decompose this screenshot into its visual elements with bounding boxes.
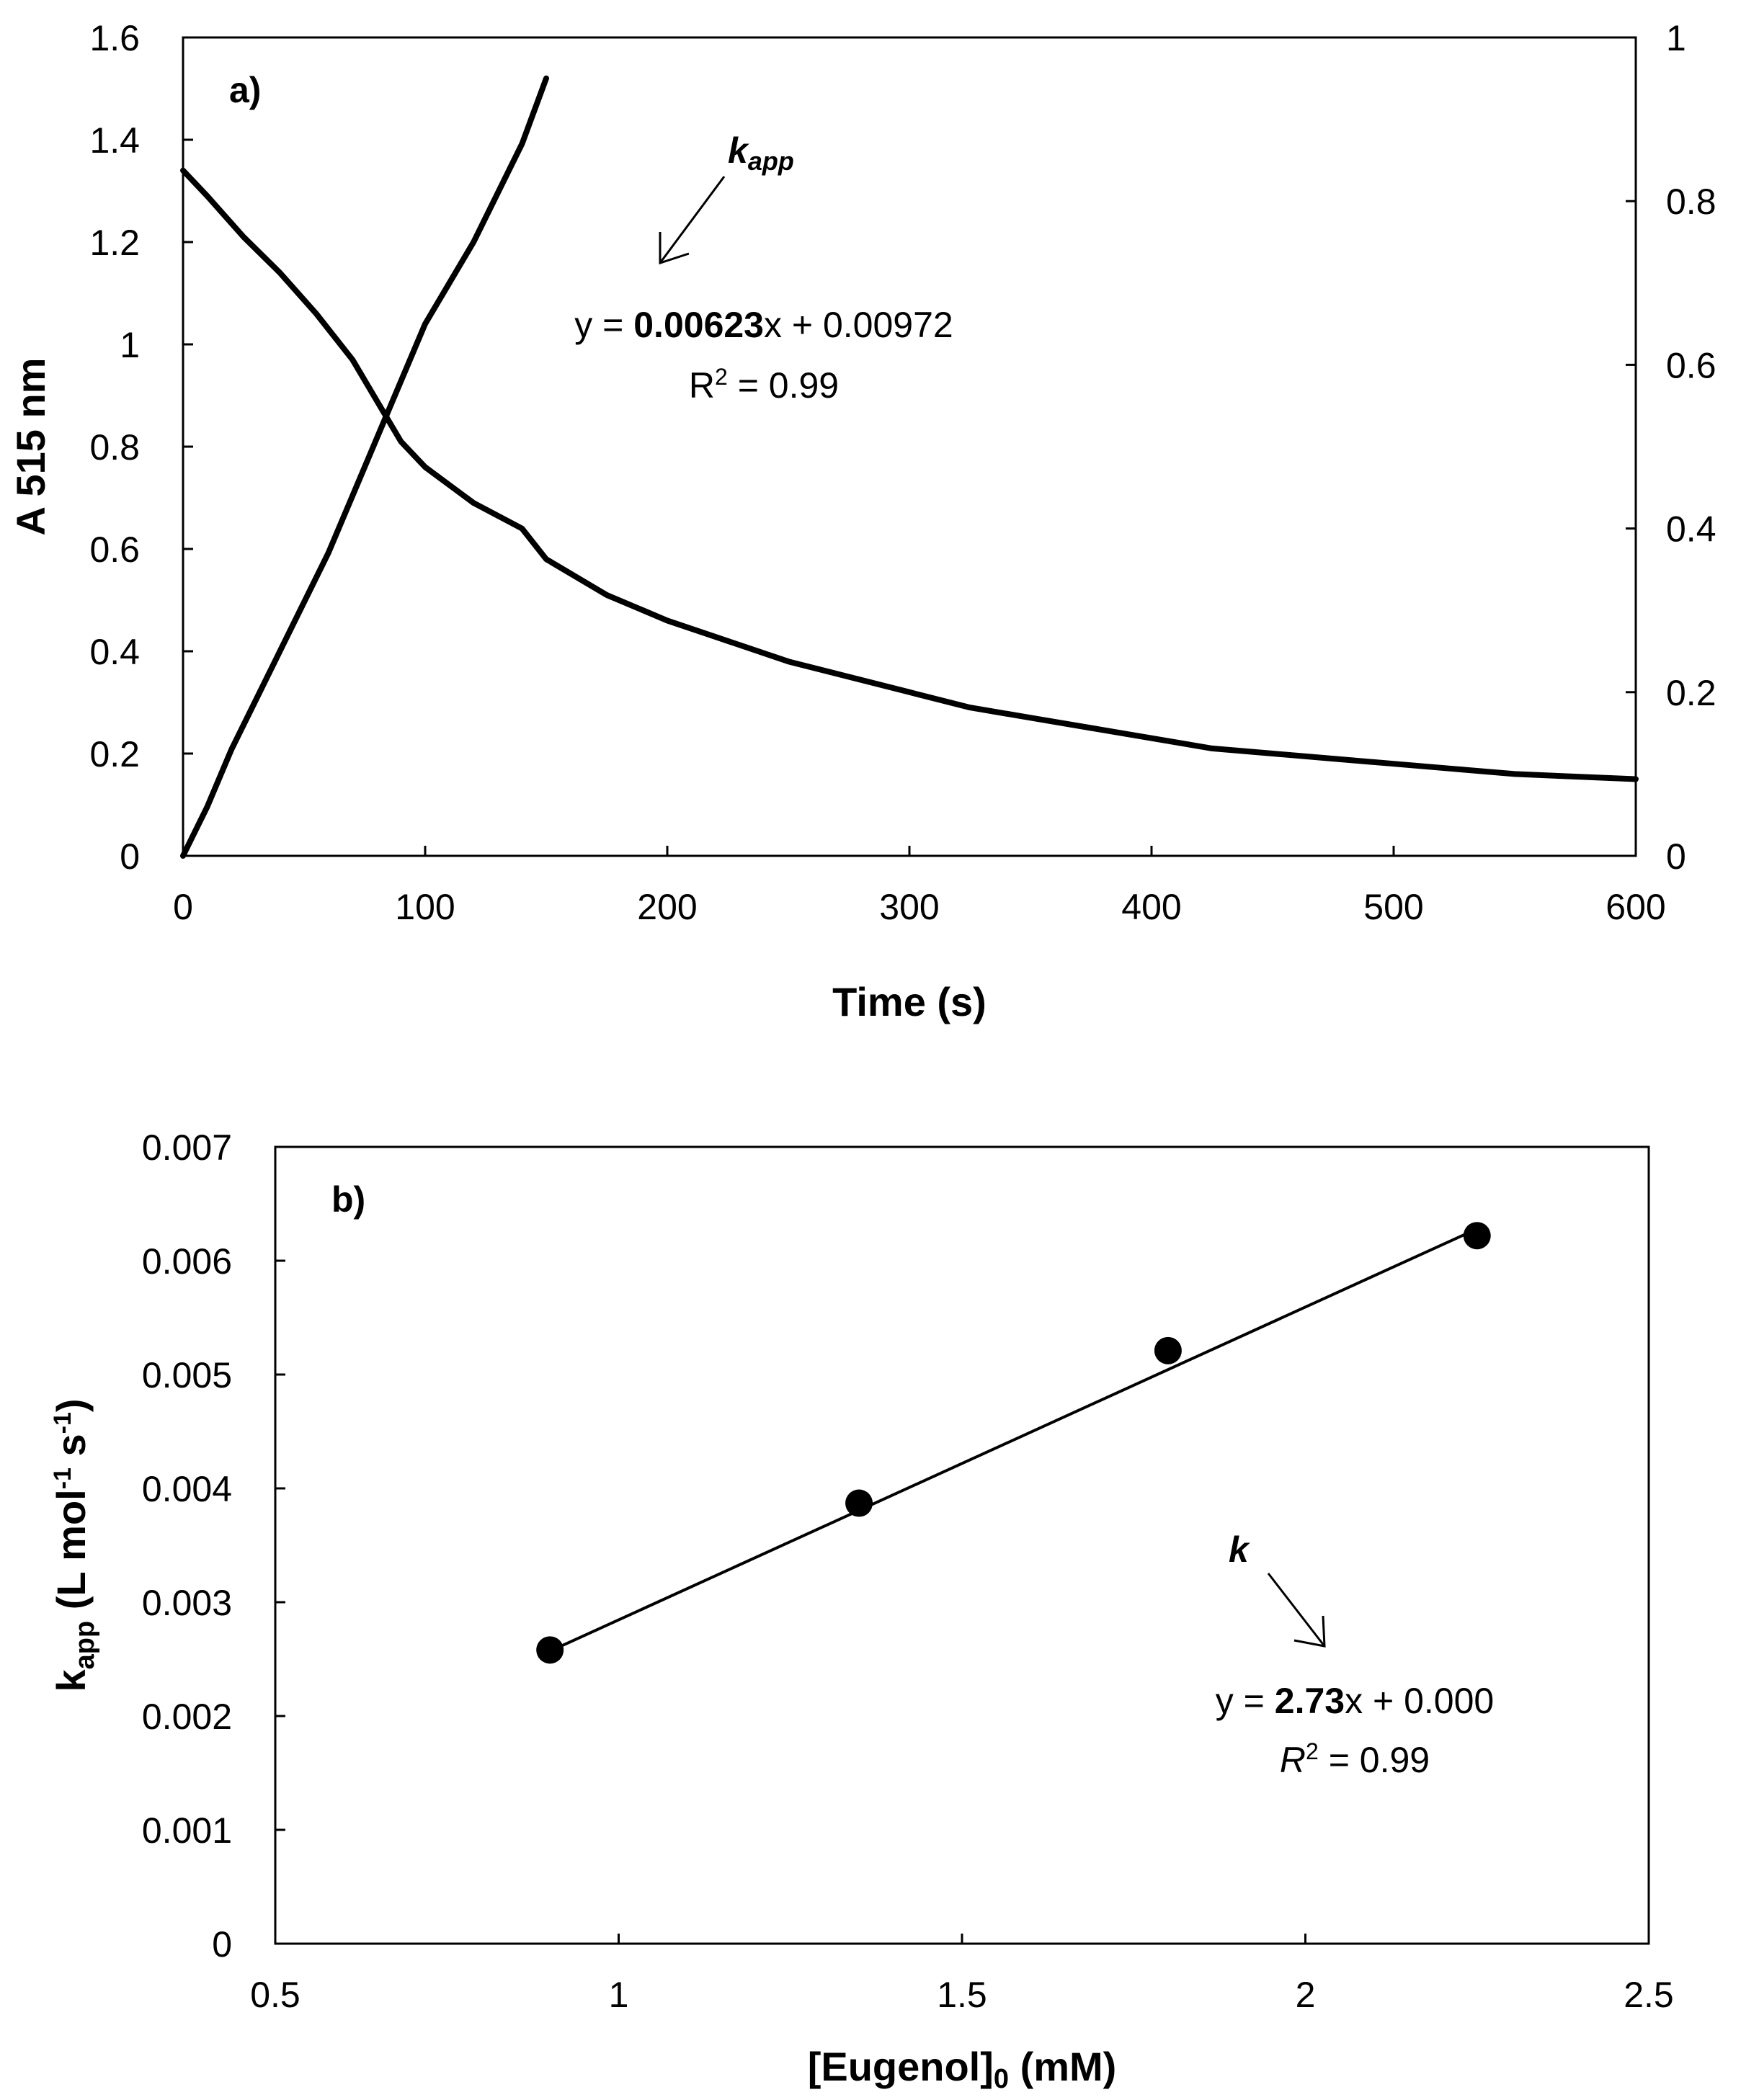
panel-b-series — [536, 1222, 1491, 1664]
panel-a-fit-equation: y = 0.00623x + 0.00972 — [574, 305, 953, 345]
panel-a-x-tick-label: 0 — [173, 887, 193, 927]
panel-b-y-tick-label: 0 — [212, 1924, 232, 1965]
panel-a-y2-tick-label: 0 — [1666, 836, 1686, 877]
panel-b-label: b) — [331, 1179, 365, 1220]
panel-b-x-axis-label: [Eugenol]0 (mM) — [808, 2044, 1117, 2094]
panel-a-y2-tick-label: 0.8 — [1666, 182, 1716, 222]
panel-a-x-tick-label: 500 — [1363, 887, 1423, 927]
panel-a-y2-tick-label: 0.2 — [1666, 673, 1716, 713]
panel-a-y-tick-label: 0.8 — [89, 427, 140, 468]
panel-a-chart: 0 100 200 300 400 500 600 0 0.2 0.4 0.6 0.8 1 1.2 1.4… — [8, 18, 1716, 1024]
panel-a-y2-ticks: 0 0.2 0.4 0.6 0.8 1 — [1626, 18, 1716, 877]
panel-b-data-point — [845, 1489, 873, 1517]
panel-a-x-ticks: 0 100 200 300 400 500 600 — [173, 846, 1666, 927]
panel-b-y-tick-label: 0.001 — [142, 1810, 232, 1851]
panel-b-x-tick-label: 0.5 — [250, 1975, 300, 2015]
panel-a-y-tick-label: 1.2 — [89, 223, 140, 263]
panel-a-kapp-label: kapp — [728, 130, 794, 176]
panel-b-y-tick-label: 0.006 — [142, 1241, 232, 1282]
panel-a-x-tick-label: 600 — [1606, 887, 1665, 927]
panel-a-series-line-1 — [180, 167, 1639, 782]
panel-b-data-point — [1463, 1222, 1491, 1250]
panel-a-y-tick-label: 0.2 — [89, 734, 140, 774]
panel-b-chart: 0.5 1 1.5 2 2.5 0 0.001 0.002 0.003 0.004 0.005 0.… — [48, 1127, 1674, 2094]
panel-a-series — [180, 75, 1639, 859]
panel-b-fit-line — [549, 1227, 1478, 1653]
panel-b-y-tick-label: 0.003 — [142, 1583, 232, 1623]
panel-b-fit-equation: y = 2.73x + 0.000 — [1216, 1681, 1494, 1721]
panel-a-y-axis-label: A 515 nm — [8, 358, 53, 536]
panel-a-y-tick-label: 0.4 — [89, 632, 140, 672]
panel-b-x-tick-label: 1 — [609, 1975, 629, 2015]
panel-a-y2-tick-label: 0.4 — [1666, 509, 1716, 550]
panel-b-y-ticks: 0 0.001 0.002 0.003 0.004 0.005 0.006 0.007 — [142, 1127, 285, 1965]
panel-a-x-tick-label: 200 — [637, 887, 697, 927]
panel-a-y-tick-label: 1.4 — [89, 120, 140, 161]
panel-b-data-point — [1154, 1336, 1182, 1364]
panel-b-x-tick-label: 1.5 — [937, 1975, 987, 2015]
panel-b-y-tick-label: 0.007 — [142, 1127, 232, 1168]
panel-b-r-squared: R2 = 0.99 — [1280, 1738, 1430, 1780]
panel-b-x-tick-label: 2.5 — [1624, 1975, 1674, 2015]
panel-b-k-label: k — [1229, 1529, 1250, 1570]
panel-b-y-tick-label: 0.002 — [142, 1697, 232, 1737]
panel-b-plot-frame — [274, 1145, 1650, 1945]
panel-a-label: a) — [229, 70, 261, 110]
panel-b-data-point — [536, 1636, 564, 1664]
panel-a-y2-tick-label: 1 — [1666, 18, 1686, 58]
panel-a-x-axis-label: Time (s) — [832, 979, 987, 1024]
panel-b-y-tick-label: 0.004 — [142, 1469, 232, 1509]
panel-a-y2-tick-label: 0.6 — [1666, 345, 1716, 385]
panel-a-y-tick-label: 0.6 — [89, 530, 140, 570]
panel-b-k-arrow — [1267, 1573, 1326, 1648]
panel-a-plot-frame — [182, 36, 1637, 857]
panel-a-kapp-arrow — [659, 176, 726, 265]
panel-a-y-tick-label: 0 — [120, 836, 140, 877]
panel-b-y-axis-label: kapp (L mol-1 s-1) — [48, 1398, 100, 1692]
panel-a-x-tick-label: 300 — [879, 887, 939, 927]
panel-b-x-ticks: 0.5 1 1.5 2 2.5 — [250, 1934, 1674, 2015]
panel-a-y-tick-label: 1.6 — [89, 18, 140, 58]
panel-a-y-tick-label: 1 — [120, 325, 140, 365]
panel-a-y-ticks: 0 0.2 0.4 0.6 0.8 1 1.2 1.4 1.6 — [89, 18, 193, 877]
panel-b-y-tick-label: 0.005 — [142, 1355, 232, 1395]
panel-a-series-line-2 — [180, 75, 549, 859]
panel-a-r-squared: R2 = 0.99 — [689, 364, 839, 406]
panel-a-x-tick-label: 400 — [1121, 887, 1181, 927]
panel-a-x-tick-label: 100 — [395, 887, 455, 927]
panel-b-x-tick-label: 2 — [1296, 1975, 1316, 2015]
